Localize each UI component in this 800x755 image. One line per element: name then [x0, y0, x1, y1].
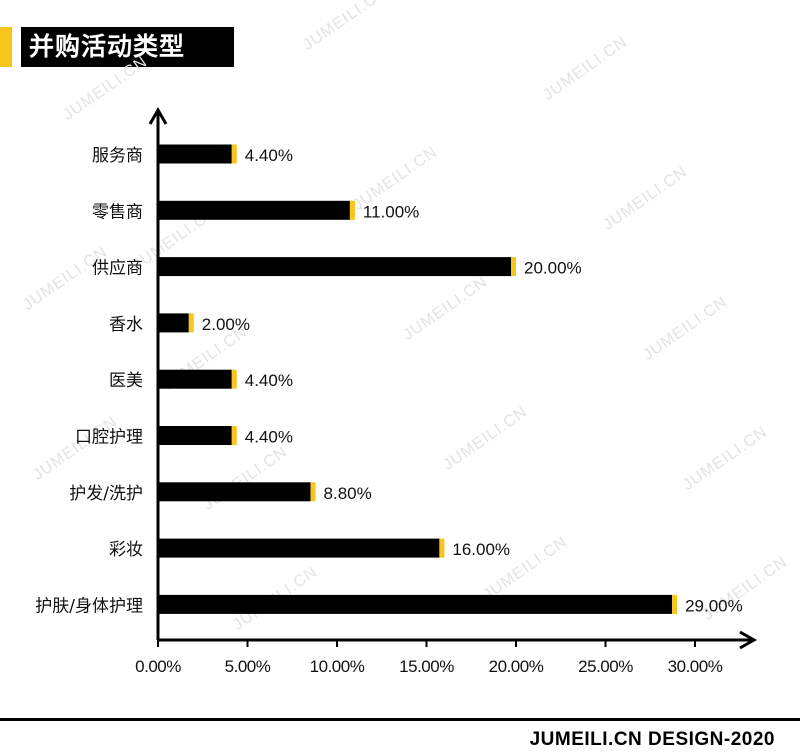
bar-value-label: 16.00%	[452, 540, 510, 559]
bar-accent	[188, 313, 194, 333]
category-label: 供应商	[92, 259, 143, 279]
bar-accent	[310, 482, 316, 502]
bar-accent	[231, 369, 237, 389]
category-label: 零售商	[92, 202, 143, 222]
x-tick-label: 0.00%	[135, 657, 181, 676]
category-label: 服务商	[92, 146, 143, 166]
bar-value-label: 29.00%	[685, 596, 743, 615]
x-tick-label: 25.00%	[578, 657, 633, 676]
bar-accent	[672, 594, 678, 614]
bar-value-label: 8.80%	[324, 484, 372, 503]
bar-value-label: 20.00%	[524, 259, 582, 278]
bar	[158, 538, 440, 558]
bar	[158, 482, 311, 502]
bar	[158, 144, 232, 164]
bar-accent	[511, 257, 516, 277]
bar	[158, 426, 232, 445]
bar-value-label: 2.00%	[202, 315, 250, 334]
y-axis-arrow	[148, 106, 168, 125]
page-title: 并购活动类型	[21, 27, 234, 67]
category-label: 彩妆	[109, 540, 143, 560]
x-axis-arrow	[739, 630, 758, 650]
bar	[158, 369, 232, 389]
bar-value-label: 4.40%	[245, 371, 293, 390]
category-label: 护肤/身体护理	[35, 596, 143, 616]
bar	[158, 257, 511, 277]
x-tick-label: 10.00%	[310, 657, 365, 676]
x-tick-label: 5.00%	[225, 657, 271, 676]
bar-accent	[231, 426, 237, 445]
x-tick-label: 15.00%	[399, 657, 454, 676]
category-label: 口腔护理	[75, 428, 143, 448]
footer-divider	[0, 718, 800, 721]
bar-value-label: 4.40%	[245, 428, 293, 447]
bar	[158, 313, 189, 333]
title-accent-bar	[0, 27, 12, 67]
category-label: 香水	[109, 315, 143, 335]
bar-accent	[231, 144, 237, 164]
footer-credit: JUMEILI.CN DESIGN-2020	[529, 729, 775, 750]
bar	[158, 594, 673, 614]
bar-chart: 0.00% 5.00% 10.00% 15.00% 20.00% 25.00% 30.00%…	[35, 106, 758, 676]
x-tick-label: 20.00%	[489, 657, 544, 676]
bar-value-label: 4.40%	[245, 146, 293, 165]
category-label: 护发/洗护	[69, 484, 143, 504]
bar	[158, 200, 350, 220]
bar-accent	[439, 538, 445, 558]
category-label: 医美	[109, 371, 143, 391]
bar-value-label: 11.00%	[363, 202, 419, 221]
x-tick-label: 30.00%	[668, 657, 723, 676]
bar-accent	[349, 200, 355, 220]
